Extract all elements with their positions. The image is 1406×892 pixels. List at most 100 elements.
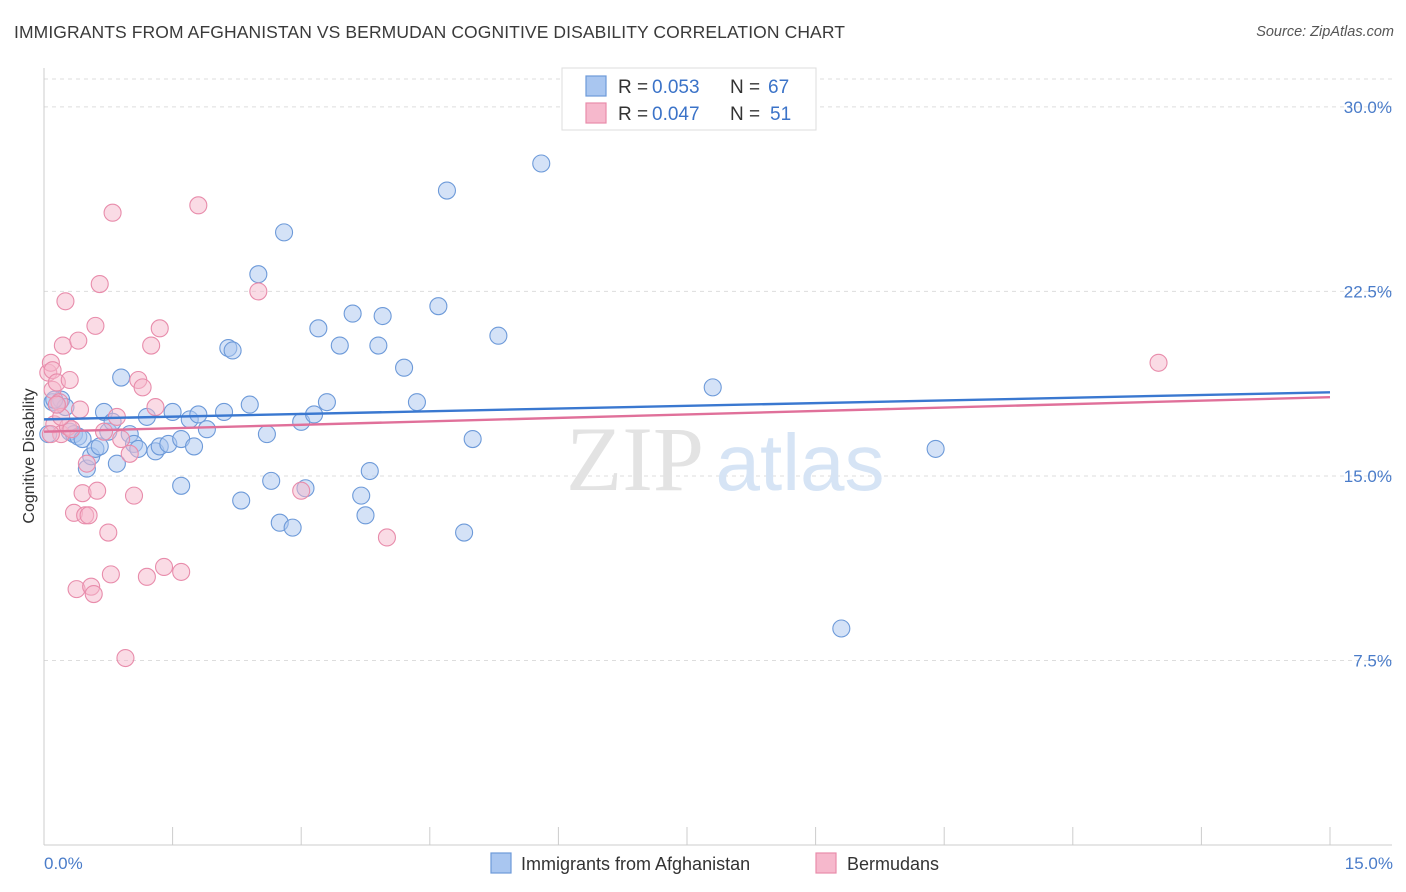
bermudans-point [172, 562, 191, 581]
afghanistan-point [369, 336, 388, 355]
x-tick-label-min: 0.0% [44, 854, 83, 873]
bermudans-point [69, 331, 88, 350]
afghanistan-point [309, 319, 328, 338]
y-tick-label: 30.0% [1344, 98, 1392, 117]
afghanistan-point [489, 326, 508, 345]
afghanistan-point [223, 341, 242, 360]
bottom-legend: Immigrants from Afghanistan Bermudans [490, 852, 939, 874]
bermudans-point [47, 395, 66, 414]
bermudans-point [142, 336, 161, 355]
legend-n-value-1: 67 [768, 77, 789, 98]
grid-lines [44, 78, 1392, 661]
bermudans-trend-line [43, 396, 1331, 433]
bermudans-point [112, 429, 131, 449]
bermudans-point [79, 506, 98, 525]
bermudans-point [154, 557, 174, 577]
bermudans-point [41, 425, 60, 444]
bermudans-point [377, 528, 396, 547]
afghanistan-point [455, 523, 474, 542]
afghanistan-point [532, 154, 551, 173]
afghanistan-point [832, 619, 851, 638]
afghanistan-point [703, 378, 722, 397]
afghanistan-point [926, 439, 945, 458]
afghanistan-point [407, 393, 426, 412]
bermudans-point [77, 454, 96, 473]
legend-r-label-2: R = [618, 104, 648, 125]
afghanistan-point [373, 306, 392, 326]
legend-swatch-afghanistan [585, 75, 607, 97]
legend-r-value-1: 0.053 [652, 77, 700, 98]
bermudans-point [292, 481, 311, 500]
data-points [39, 154, 1168, 668]
bermudans-point [88, 481, 107, 500]
bottom-legend-afghanistan: Immigrants from Afghanistan [521, 854, 750, 874]
afghanistan-point [240, 395, 259, 414]
top-legend: R = 0.053 N = 67 R = 0.047 N = 51 [561, 67, 817, 131]
legend-r-label-1: R = [618, 77, 648, 98]
bermudans-point [60, 370, 79, 390]
bermudans-point [99, 523, 118, 542]
legend-swatch-bermudans [585, 102, 607, 124]
bermudans-point [124, 486, 144, 505]
afghanistan-point [463, 429, 482, 449]
afghanistan-point [184, 437, 204, 456]
trend-lines [43, 391, 1331, 433]
afghanistan-point [107, 454, 126, 473]
bermudans-point [189, 196, 208, 215]
afghanistan-point [360, 461, 379, 481]
bermudans-point [84, 584, 103, 604]
y-tick-label: 15.0% [1344, 467, 1392, 486]
y-axis-label: Cognitive Disability [21, 388, 38, 523]
afghanistan-point [257, 425, 276, 444]
afghanistan-point [275, 223, 294, 242]
bermudans-point [120, 444, 139, 463]
x-tick-label-max: 15.0% [1345, 854, 1393, 873]
bermudans-point [150, 319, 169, 338]
bermudans-point [70, 400, 90, 419]
source-label: Source: ZipAtlas.com [1256, 24, 1394, 40]
legend-n-value-2: 51 [770, 104, 791, 125]
y-tick-label: 22.5% [1344, 282, 1392, 301]
afghanistan-point [262, 471, 281, 490]
chart-title: IMMIGRANTS FROM AFGHANISTAN VS BERMUDAN … [14, 22, 846, 42]
bermudans-point [56, 292, 75, 311]
watermark-atlas: atlas [716, 418, 885, 507]
afghanistan-point [352, 486, 371, 505]
afghanistan-trend-line [43, 391, 1331, 421]
bermudans-point [137, 567, 156, 586]
bottom-legend-bermudans: Bermudans [847, 854, 939, 874]
afghanistan-point [214, 402, 234, 422]
afghanistan-point [172, 476, 191, 495]
y-tick-label: 7.5% [1353, 651, 1392, 670]
bermudans-point [90, 274, 109, 294]
afghanistan-point [197, 420, 216, 439]
afghanistan-point [249, 265, 268, 284]
legend-r-value-2: 0.047 [652, 104, 700, 125]
bottom-legend-swatch-afghanistan [490, 852, 512, 874]
legend-n-label-1: N = [730, 77, 760, 98]
afghanistan-point [232, 491, 251, 510]
afghanistan-point [437, 181, 456, 200]
afghanistan-point [343, 304, 362, 323]
bermudans-point [116, 648, 135, 668]
afghanistan-point [429, 297, 448, 316]
bermudans-point [1149, 353, 1168, 372]
legend-n-label-2: N = [730, 104, 760, 125]
watermark-zip: ZIP [566, 408, 704, 510]
afghanistan-point [395, 358, 414, 377]
bermudans-point [53, 336, 72, 355]
bermudans-point [103, 203, 122, 222]
afghanistan-point [317, 393, 336, 412]
bermudans-point [94, 422, 114, 441]
bermudans-point [86, 316, 105, 335]
bermudans-point [62, 420, 81, 439]
bermudans-point [146, 398, 165, 417]
afghanistan-point [356, 506, 375, 525]
axes: 7.5% 15.0% 22.5% 30.0% 0.0% 15.0% [43, 68, 1393, 873]
bottom-legend-swatch-bermudans [815, 852, 837, 874]
afghanistan-point [330, 336, 349, 355]
afghanistan-point [283, 518, 302, 537]
bermudans-point [101, 565, 120, 584]
bermudans-point [133, 378, 152, 397]
